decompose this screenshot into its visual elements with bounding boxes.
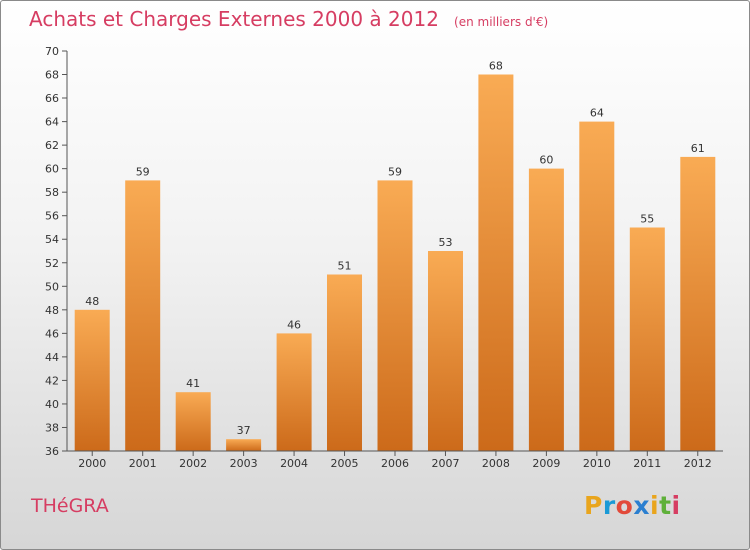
y-tick-label: 68 bbox=[45, 69, 59, 82]
y-tick-label: 58 bbox=[45, 186, 59, 199]
x-tick-label-2012: 2012 bbox=[684, 457, 712, 470]
x-tick-label-2004: 2004 bbox=[280, 457, 308, 470]
y-tick-label: 40 bbox=[45, 398, 59, 411]
bar-2003 bbox=[226, 439, 262, 451]
bar-2001 bbox=[125, 180, 161, 451]
bar-2009 bbox=[528, 168, 564, 451]
data-label-2003: 37 bbox=[237, 424, 251, 437]
bar-2007 bbox=[428, 251, 463, 451]
y-tick-label: 44 bbox=[45, 351, 59, 364]
data-label-2004: 46 bbox=[287, 318, 301, 331]
data-label-2011: 55 bbox=[640, 212, 654, 225]
y-tick-label: 48 bbox=[45, 304, 59, 317]
y-tick-label: 46 bbox=[45, 327, 59, 340]
logo-letter: t bbox=[659, 491, 672, 520]
chart-title-text: Achats et Charges Externes 2000 à 2012 bbox=[29, 7, 439, 31]
x-tick-label-2010: 2010 bbox=[583, 457, 611, 470]
x-tick-label-2002: 2002 bbox=[179, 457, 207, 470]
logo-letter: i bbox=[671, 491, 681, 520]
y-tick-label: 52 bbox=[45, 257, 59, 270]
data-label-2002: 41 bbox=[186, 377, 200, 390]
y-tick-label: 66 bbox=[45, 92, 59, 105]
x-tick-label-2005: 2005 bbox=[331, 457, 359, 470]
x-tick-label-2009: 2009 bbox=[532, 457, 560, 470]
bar-2008 bbox=[478, 74, 514, 451]
y-tick-label: 38 bbox=[45, 421, 59, 434]
bar-2002 bbox=[175, 392, 211, 451]
y-tick-label: 64 bbox=[45, 116, 59, 129]
x-tick-label-2001: 2001 bbox=[129, 457, 157, 470]
bar-2012 bbox=[680, 156, 716, 451]
data-label-2007: 53 bbox=[438, 236, 452, 249]
logo-letter: i bbox=[650, 491, 660, 520]
x-tick-label-2000: 2000 bbox=[78, 457, 106, 470]
logo-letter: P bbox=[584, 491, 603, 520]
y-tick-label: 36 bbox=[45, 445, 59, 458]
city-name: THéGRA bbox=[31, 495, 109, 517]
y-tick-label: 50 bbox=[45, 280, 59, 293]
y-tick-label: 56 bbox=[45, 210, 59, 223]
bar-2000 bbox=[74, 309, 110, 451]
chart-title: Achats et Charges Externes 2000 à 2012 (… bbox=[29, 7, 548, 31]
chart-unit-text: (en milliers d'€) bbox=[454, 15, 549, 29]
y-tick-label: 62 bbox=[45, 139, 59, 152]
y-tick-label: 70 bbox=[45, 45, 59, 58]
logo-letter: r bbox=[602, 491, 616, 520]
x-tick-label-2008: 2008 bbox=[482, 457, 510, 470]
logo-letter: o bbox=[615, 491, 634, 520]
x-tick-label-2011: 2011 bbox=[633, 457, 661, 470]
y-tick-label: 54 bbox=[45, 233, 59, 246]
data-label-2005: 51 bbox=[338, 260, 352, 273]
data-label-2000: 48 bbox=[85, 295, 99, 308]
x-tick-label-2006: 2006 bbox=[381, 457, 409, 470]
proxiti-logo: Proxiti bbox=[584, 491, 681, 520]
bar-2011 bbox=[629, 227, 665, 451]
y-tick-label: 42 bbox=[45, 374, 59, 387]
x-tick-label-2003: 2003 bbox=[230, 457, 258, 470]
data-label-2008: 68 bbox=[489, 60, 503, 73]
data-label-2010: 64 bbox=[590, 107, 604, 120]
logo-letter: x bbox=[633, 491, 650, 520]
x-tick-label-2007: 2007 bbox=[431, 457, 459, 470]
bar-2004 bbox=[276, 333, 312, 451]
data-label-2001: 59 bbox=[136, 165, 150, 178]
data-label-2009: 60 bbox=[539, 154, 553, 167]
bar-2010 bbox=[579, 121, 615, 451]
y-tick-label: 60 bbox=[45, 163, 59, 176]
bar-2006 bbox=[377, 180, 413, 451]
data-label-2006: 59 bbox=[388, 165, 402, 178]
data-label-2012: 61 bbox=[691, 142, 705, 155]
bar-2005 bbox=[327, 274, 362, 451]
